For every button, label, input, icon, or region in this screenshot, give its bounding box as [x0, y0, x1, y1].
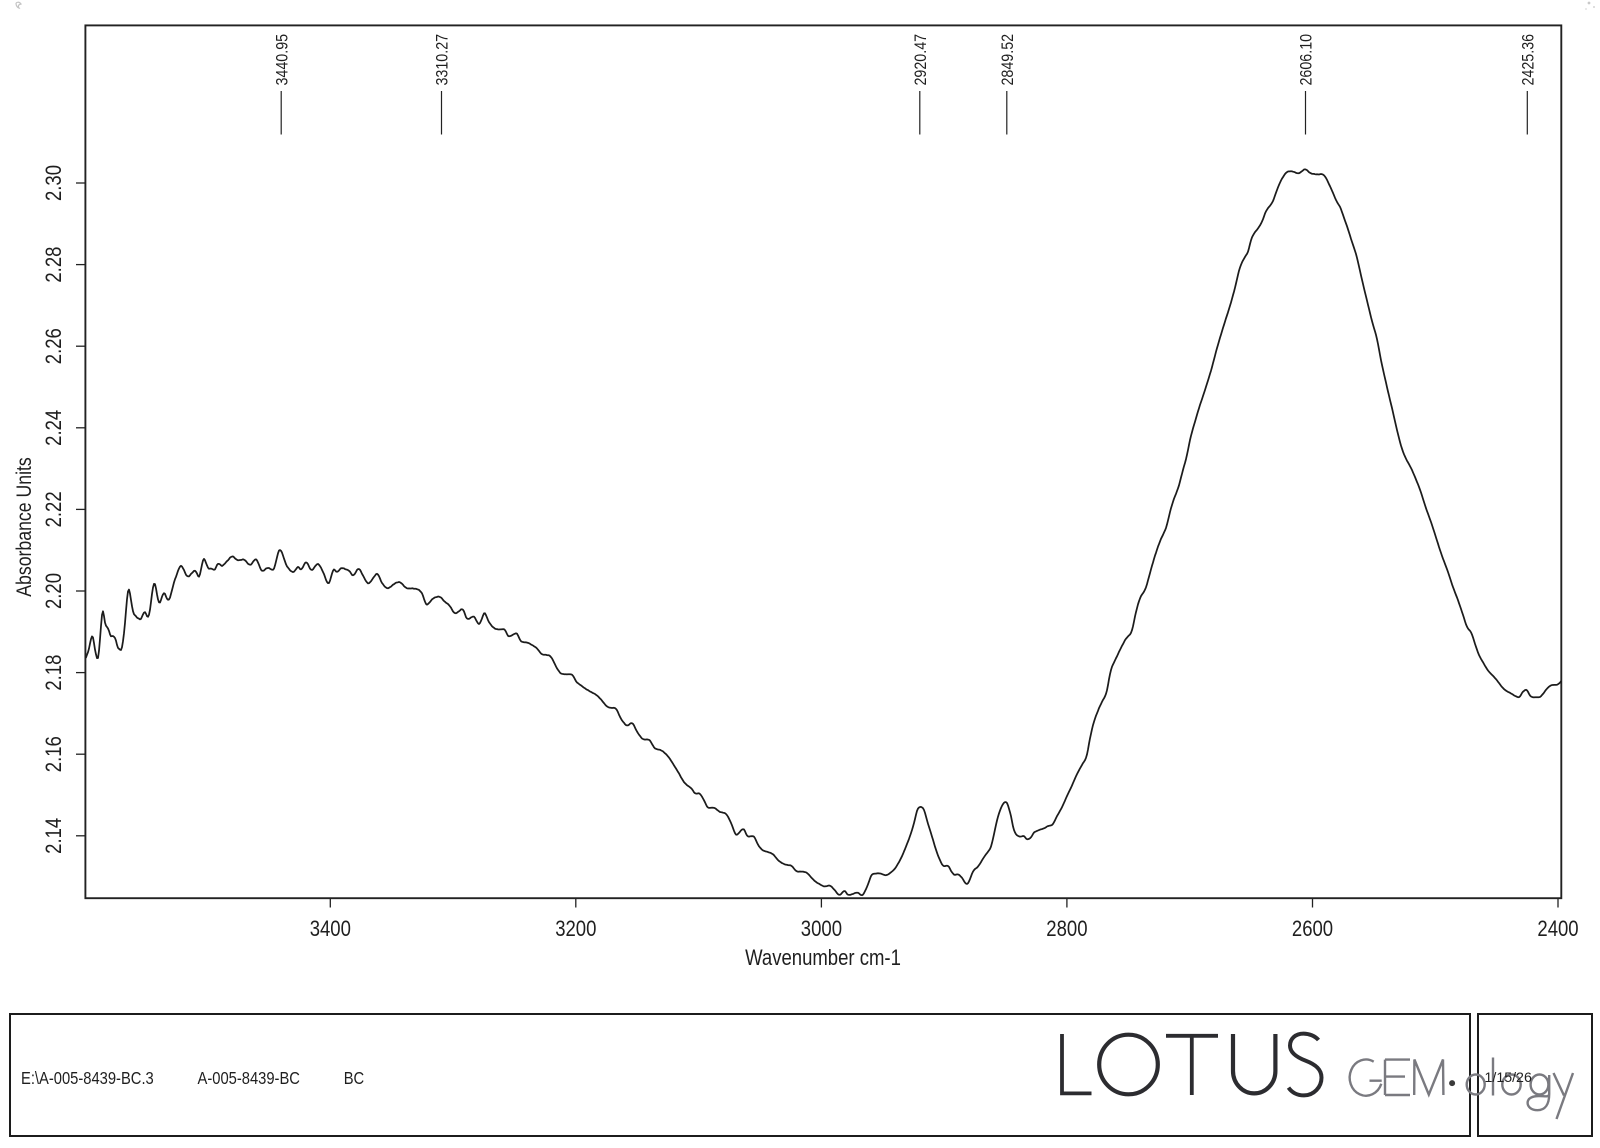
svg-text:2.28: 2.28: [43, 247, 67, 283]
svg-text:2400: 2400: [1537, 918, 1578, 942]
svg-text:A-005-8439-BC: A-005-8439-BC: [198, 1069, 301, 1089]
svg-text:Wavenumber cm-1: Wavenumber cm-1: [745, 947, 901, 971]
svg-text:2.14: 2.14: [43, 818, 67, 854]
svg-text:2606.10: 2606.10: [1298, 34, 1316, 86]
svg-text:2.26: 2.26: [43, 328, 67, 364]
svg-text:BC: BC: [344, 1069, 365, 1089]
svg-text:2800: 2800: [1046, 918, 1087, 942]
svg-text:E:\A-005-8439-BC.3: E:\A-005-8439-BC.3: [21, 1069, 154, 1089]
svg-text:2.22: 2.22: [43, 491, 67, 527]
svg-text:3000: 3000: [801, 918, 842, 942]
svg-text:2600: 2600: [1292, 918, 1333, 942]
svg-text:3400: 3400: [310, 918, 351, 942]
svg-text:Absorbance Units: Absorbance Units: [14, 457, 37, 597]
svg-text:1/15/26: 1/15/26: [1485, 1070, 1532, 1086]
svg-text:2.16: 2.16: [43, 736, 67, 772]
svg-text:3310.27: 3310.27: [434, 34, 452, 86]
svg-text:2.24: 2.24: [43, 410, 67, 446]
svg-text:2920.47: 2920.47: [912, 34, 930, 86]
svg-text:2.20: 2.20: [43, 573, 67, 609]
svg-text:2425.36: 2425.36: [1519, 34, 1537, 86]
svg-text:3200: 3200: [555, 918, 596, 942]
svg-text:3440.95: 3440.95: [273, 34, 291, 86]
svg-text:2.30: 2.30: [43, 165, 67, 201]
svg-text:2849.52: 2849.52: [999, 34, 1017, 86]
svg-text:2.18: 2.18: [43, 655, 67, 691]
